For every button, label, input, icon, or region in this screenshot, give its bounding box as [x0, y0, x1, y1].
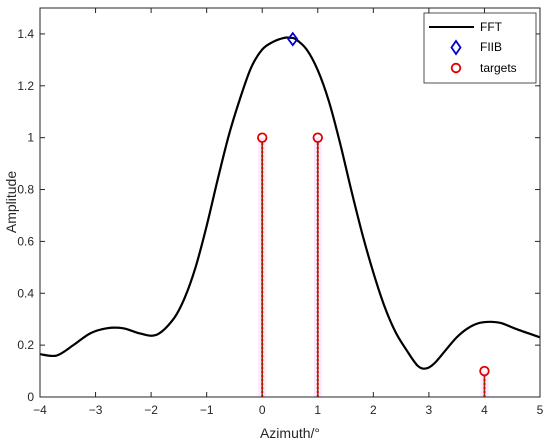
legend-targets-label: targets — [480, 61, 517, 75]
x-tick-label: −3 — [89, 403, 103, 417]
x-tick-label: 3 — [426, 403, 433, 417]
y-tick-label: 0.4 — [17, 286, 34, 300]
x-tick-label: 1 — [314, 403, 321, 417]
target-stems — [258, 137, 489, 397]
fiib-point — [287, 31, 299, 47]
ticks: −4 −3 −2 −1 0 1 2 3 4 5 0 0.2 0.4 0.6 0.8 1 1.2 1.4 — [17, 8, 544, 417]
target-point — [479, 365, 490, 377]
legend-fiib-diamond-icon — [450, 39, 462, 56]
y-tick-label: 1.2 — [17, 79, 34, 93]
x-tick-label: 2 — [370, 403, 377, 417]
y-tick-label: 0 — [27, 390, 34, 404]
legend: FFT FIIB targets — [423, 12, 537, 84]
x-tick-label: −1 — [200, 403, 214, 417]
plot-frame — [39, 7, 541, 398]
legend-fft-label: FFT — [480, 20, 503, 34]
x-tick-label: −4 — [33, 403, 47, 417]
y-tick-label: 0.6 — [17, 234, 34, 248]
fft-series-line — [39, 36, 541, 370]
x-tick-label: 0 — [259, 403, 266, 417]
series-markers — [257, 31, 490, 377]
legend-targets-circle-icon — [450, 62, 462, 74]
x-tick-label: −2 — [144, 403, 158, 417]
target-point — [257, 132, 268, 143]
y-tick-label: 0.8 — [17, 183, 34, 197]
x-axis-label: Azimuth/° — [260, 425, 320, 441]
legend-box — [423, 12, 537, 84]
x-tick-label: 4 — [481, 403, 488, 417]
y-tick-label: 0.2 — [17, 338, 34, 352]
target-point — [312, 132, 323, 143]
y-tick-label: 1 — [27, 131, 34, 145]
y-axis-label: Amplitude — [3, 171, 19, 233]
x-tick-label: 5 — [537, 403, 544, 417]
legend-fiib-label: FIIB — [480, 40, 502, 54]
series-lines — [39, 36, 541, 370]
y-tick-label: 1.4 — [17, 27, 34, 41]
